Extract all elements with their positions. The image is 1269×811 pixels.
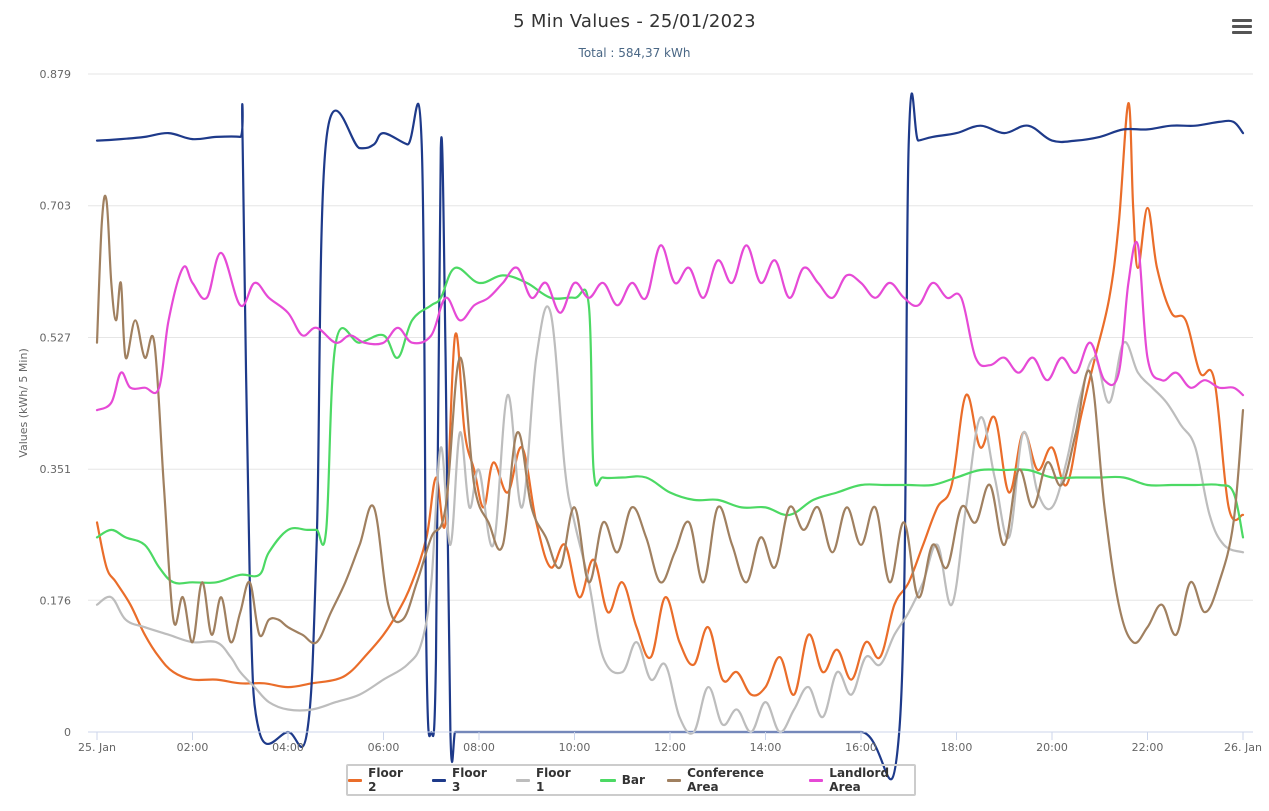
legend-item-floor-2[interactable]: Floor 2: [348, 766, 410, 794]
y-tick-label: 0: [64, 726, 71, 739]
x-tick-label: 08:00: [463, 741, 495, 754]
x-tick-label: 22:00: [1132, 741, 1164, 754]
series-line-bar[interactable]: [95, 266, 1245, 585]
x-tick-label: 10:00: [559, 741, 591, 754]
x-tick-label: 20:00: [1036, 741, 1068, 754]
legend-label: Landlord Area: [829, 766, 890, 794]
x-tick-label: 12:00: [654, 741, 686, 754]
x-tick-label: 16:00: [845, 741, 877, 754]
hamburger-menu-icon[interactable]: [1229, 17, 1255, 39]
legend-label: Floor 3: [452, 766, 487, 794]
x-tick-label: 06:00: [368, 741, 400, 754]
series-line-floor-2[interactable]: [95, 102, 1245, 697]
chart-legend: Floor 2 Floor 3 Floor 1 Bar Conference Area L…: [346, 764, 916, 796]
y-tick-label: 0.351: [40, 463, 72, 476]
legend-label: Floor 1: [535, 766, 571, 794]
y-tick-label: 0.527: [40, 331, 72, 344]
legend-item-bar[interactable]: Bar: [599, 773, 645, 787]
x-tick-label: 25. Jan: [78, 741, 116, 754]
chart-title: 5 Min Values - 25/01/2023: [513, 11, 756, 32]
legend-item-landlord-area[interactable]: Landlord Area: [809, 766, 914, 794]
legend-swatch: [515, 778, 530, 782]
x-tick-label: 18:00: [941, 741, 973, 754]
series-line-landlord-area[interactable]: [95, 240, 1245, 412]
x-tick-label: 04:00: [272, 741, 304, 754]
y-tick-label: 0.703: [40, 200, 72, 213]
x-tick-label: 14:00: [750, 741, 782, 754]
legend-swatch: [809, 778, 824, 782]
legend-label: Bar: [621, 773, 645, 787]
series-line-floor-3[interactable]: [95, 92, 1245, 781]
legend-label: Floor 2: [368, 766, 403, 794]
legend-swatch: [666, 778, 682, 782]
legend-swatch: [599, 778, 616, 782]
legend-item-floor-3[interactable]: Floor 3: [431, 766, 494, 794]
y-tick-label: 0.176: [40, 594, 72, 607]
series-line-floor-1[interactable]: [95, 305, 1245, 735]
legend-label: Conference Area: [687, 766, 764, 794]
legend-swatch: [431, 778, 447, 782]
chart-subtitle: Total : 584,37 kWh: [578, 46, 691, 60]
x-tick-label: 02:00: [177, 741, 209, 754]
x-tick-label: 26. Jan: [1224, 741, 1262, 754]
legend-item-floor-1[interactable]: Floor 1: [515, 766, 578, 794]
series-line-conference-area[interactable]: [95, 194, 1245, 645]
legend-swatch: [348, 778, 363, 782]
y-axis-title: Values (kWh/ 5 Min): [17, 348, 30, 457]
y-tick-label: 0.879: [40, 68, 72, 81]
legend-item-conference-area[interactable]: Conference Area: [666, 766, 787, 794]
